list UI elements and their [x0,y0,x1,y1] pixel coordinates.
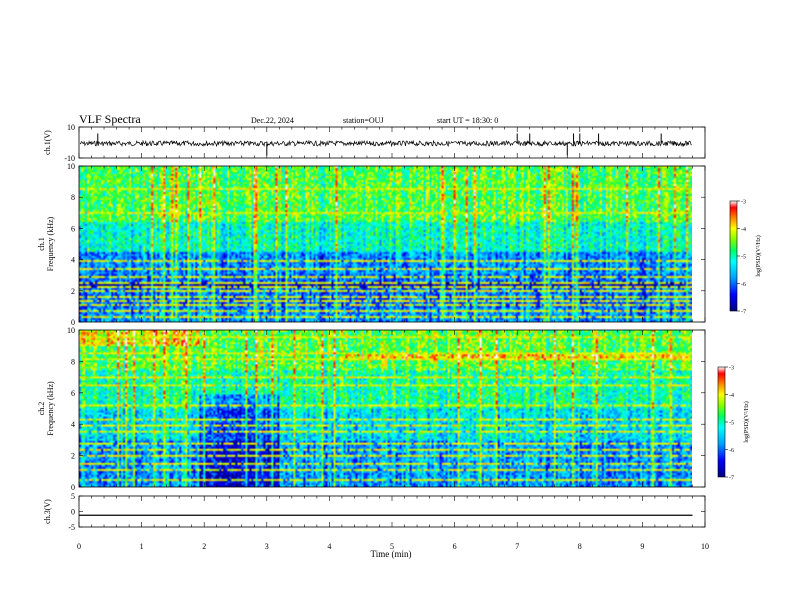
x-tick-label: 3 [265,542,269,551]
colorbar-tick-label: -6 [729,448,734,454]
ch1-waveform-panel: 10 -10 ch.1(V) [43,123,706,163]
y-tick-label: 10 [67,123,75,132]
y-tick-label: 0 [71,318,75,327]
colorbar-tick-label: -7 [729,476,734,482]
y-tick-label: 10 [67,326,75,335]
x-tick-label: 5 [390,542,394,551]
x-tick-label: 8 [578,542,582,551]
ch2-spectrogram-panel: 0 2 4 6 8 10 ch.2 Frequency (kHz) [37,326,706,492]
x-tick-label: 0 [77,542,81,551]
ch1-spectrogram-panel: 0 2 4 6 8 10 ch.1 Frequency (kHz) [37,162,706,327]
colorbar-tick-label: -4 [729,393,734,399]
ch3-waveform-panel: 5 0 -5 ch.3(V) [43,492,706,532]
colorbar-tick-label: -3 [741,200,746,206]
y-tick-label: 0 [71,508,75,517]
colorbar-tick-label: -5 [741,255,746,261]
y-tick-label: 2 [71,452,75,461]
x-axis-label: Time (min) [371,549,412,559]
ch2-colorbar: log(PSD)(V²/Hz) -3 -4 -5 -6 -7 [717,366,750,482]
colorbar-gradient [729,200,738,312]
x-tick-label: 10 [701,542,709,551]
x-tick-label: 9 [640,542,644,551]
y-axis-label: Frequency (kHz) [46,381,55,436]
y-tick-label: 4 [71,420,75,429]
y-tick-label: 2 [71,287,75,296]
y-tick-label: -10 [64,154,75,163]
x-tick-label: 6 [453,542,457,551]
colorbar-tick-label: -6 [741,282,746,288]
y-axis-label: ch.3(V) [43,499,52,524]
x-axis-ticks: 0 1 2 3 4 5 6 7 8 9 10 [77,542,709,551]
y-tick-label: 6 [71,224,75,233]
y-tick-label: 4 [71,256,75,265]
y-tick-label: 10 [67,162,75,171]
y-tick-label: 8 [71,357,75,366]
ch2-spectrogram-image [79,330,692,487]
ch1-waveform-trace [79,139,692,148]
y-tick-label: 8 [71,193,75,202]
y-tick-label: 0 [71,483,75,492]
y-axis-label: ch.1(V) [43,130,52,155]
y-axis-label: Frequency (kHz) [46,216,55,271]
x-tick-label: 7 [515,542,519,551]
plot-title: VLF Spectra [79,112,141,126]
y-axis-label: ch.1 [37,237,46,251]
x-tick-label: 2 [202,542,206,551]
colorbar-tick-label: -4 [741,227,746,233]
start-time-label: start UT = 18:30: 0 [437,116,498,125]
colorbar-tick-label: -3 [729,366,734,372]
x-tick-label: 4 [327,542,331,551]
ch1-colorbar: log(PSD)(V²/Hz) -3 -4 -5 -6 -7 [729,200,762,316]
y-tick-label: -5 [68,523,75,532]
station-label: station=OUJ [343,116,384,125]
y-axis-label: ch.2 [37,402,46,416]
colorbar-label: log(PSD)(V²/Hz) [743,401,750,442]
colorbar-gradient [717,366,726,478]
colorbar-tick-label: -7 [741,310,746,316]
y-tick-label: 5 [71,492,75,501]
colorbar-tick-label: -5 [729,421,734,427]
colorbar-label: log(PSD)(V²/Hz) [755,235,762,276]
ch1-spectrogram-image [79,166,692,322]
date-label: Dec.22, 2024 [251,116,294,125]
x-tick-label: 1 [140,542,144,551]
y-tick-label: 6 [71,389,75,398]
